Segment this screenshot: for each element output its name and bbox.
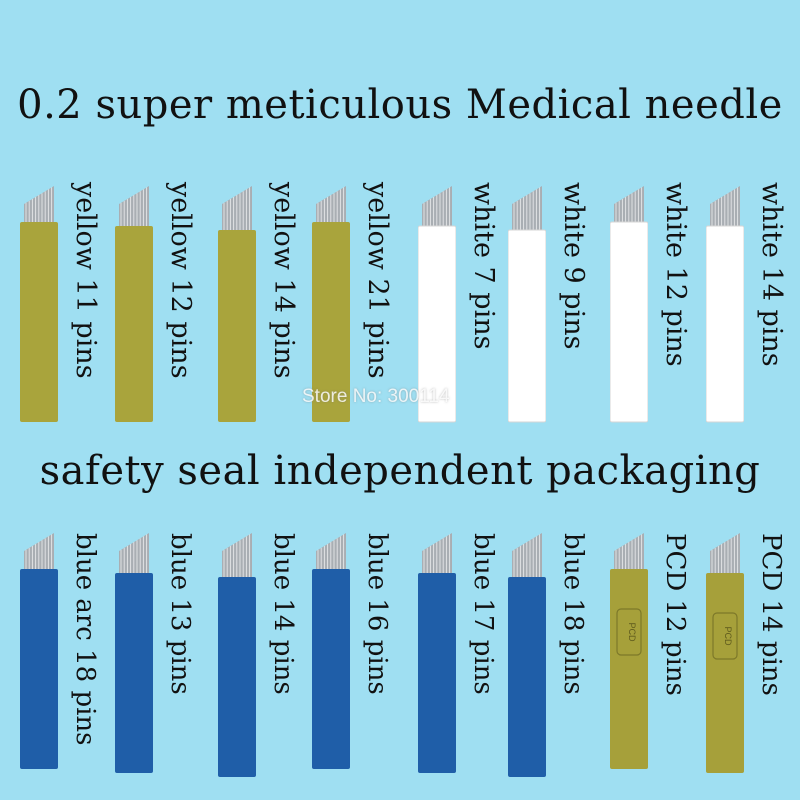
yellow-needle-icon [115,186,153,422]
needle-item: blue 17 pins [418,525,516,790]
needle-label: blue 14 pins [268,533,298,695]
needle-graphic [312,525,350,790]
needle-graphic [312,178,350,428]
needle-item: blue 13 pins [115,525,213,790]
needle-body [20,569,58,769]
needle-body [706,225,744,423]
needle-item: blue 18 pins [508,525,606,790]
needle-graphic [115,525,153,790]
pcd-needle-icon: PCD [706,533,744,773]
needle-item: blue 14 pins [218,525,316,790]
white-needle-icon [706,186,744,423]
pcd-badge-outline [712,612,738,660]
needle-label: PCD 14 pins [756,533,786,696]
needle-body [508,229,546,423]
needle-body [218,577,256,777]
white-needle-icon [418,186,456,423]
needle-item: yellow 21 pins [312,178,410,428]
needle-graphic [418,525,456,790]
needle-body [218,230,256,422]
needle-label: yellow 12 pins [165,182,196,379]
blue-needle-icon [218,533,256,777]
needle-body [20,222,58,422]
needle-item: white 14 pins [706,178,800,428]
needle-label: blue arc 18 pins [70,533,100,746]
yellow-needle-icon [20,186,58,422]
needle-graphic [20,525,58,790]
needle-item: blue arc 18 pins [20,525,118,790]
needle-item: white 7 pins [418,178,516,428]
blue-needle-icon [115,533,153,773]
blue-needle-icon [312,533,350,769]
needle-row-bottom: blue arc 18 pins blue 13 pins blue 14 pins… [0,525,800,790]
needle-label: white 12 pins [660,182,691,367]
needle-item: PCD PCD 14 pins [706,525,800,790]
needle-row-top: yellow 11 pins yellow 12 pins yellow 14 pi… [0,178,800,428]
needle-graphic: PCD [610,525,648,790]
white-needle-icon [610,186,648,423]
needle-label: blue 13 pins [165,533,195,695]
needle-item: white 12 pins [610,178,708,428]
needle-graphic [610,178,648,428]
pcd-badge-outline [616,608,642,656]
pcd-badge-text: PCD [627,622,637,642]
needle-body [312,222,350,422]
needle-graphic [508,525,546,790]
needle-graphic [706,178,744,428]
needle-label: white 9 pins [558,182,589,350]
needle-label: PCD 12 pins [660,533,690,696]
needle-item: white 9 pins [508,178,606,428]
needle-graphic [218,525,256,790]
needle-label: blue 17 pins [468,533,498,695]
needle-graphic [20,178,58,428]
needle-body [312,569,350,769]
needle-graphic [218,178,256,428]
needle-item: PCD PCD 12 pins [610,525,708,790]
needle-body [115,573,153,773]
needle-body [706,573,744,773]
blue-needle-icon [20,533,58,769]
needle-body [610,221,648,423]
yellow-needle-icon [312,186,350,422]
needle-label: white 14 pins [756,182,787,367]
blue-needle-icon [508,533,546,777]
blue-needle-icon [418,533,456,773]
needle-label: blue 18 pins [558,533,588,695]
needle-label: white 7 pins [468,182,499,350]
white-needle-icon [508,186,546,423]
needle-graphic [418,178,456,428]
needle-item: blue 16 pins [312,525,410,790]
pcd-badge-text: PCD [723,626,733,646]
yellow-needle-icon [218,186,256,422]
needle-item: yellow 11 pins [20,178,118,428]
needle-item: yellow 12 pins [115,178,213,428]
needle-label: blue 16 pins [362,533,392,695]
needle-body [115,226,153,422]
needle-body [418,573,456,773]
needle-body [508,577,546,777]
page-title: 0.2 super meticulous Medical needle [17,82,783,128]
needle-body [610,569,648,769]
needle-graphic [508,178,546,428]
needle-item: yellow 14 pins [218,178,316,428]
needle-label: yellow 11 pins [70,182,101,379]
needle-label: yellow 21 pins [362,182,393,379]
needle-label: yellow 14 pins [268,182,299,379]
packaging-subtitle: safety seal independent packaging [39,448,761,494]
needle-graphic: PCD [706,525,744,790]
pcd-needle-icon: PCD [610,533,648,769]
needle-body [418,225,456,423]
store-watermark: Store No: 300114 [302,386,450,407]
needle-graphic [115,178,153,428]
